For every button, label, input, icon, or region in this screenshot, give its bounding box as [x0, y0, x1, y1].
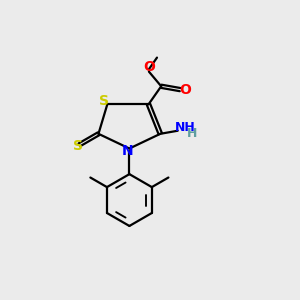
Text: S: S	[99, 94, 109, 108]
Text: O: O	[179, 82, 191, 97]
Text: S: S	[73, 139, 83, 153]
Text: O: O	[143, 60, 155, 74]
Text: N: N	[122, 145, 134, 158]
Text: NH: NH	[175, 121, 195, 134]
Text: H: H	[187, 127, 198, 140]
